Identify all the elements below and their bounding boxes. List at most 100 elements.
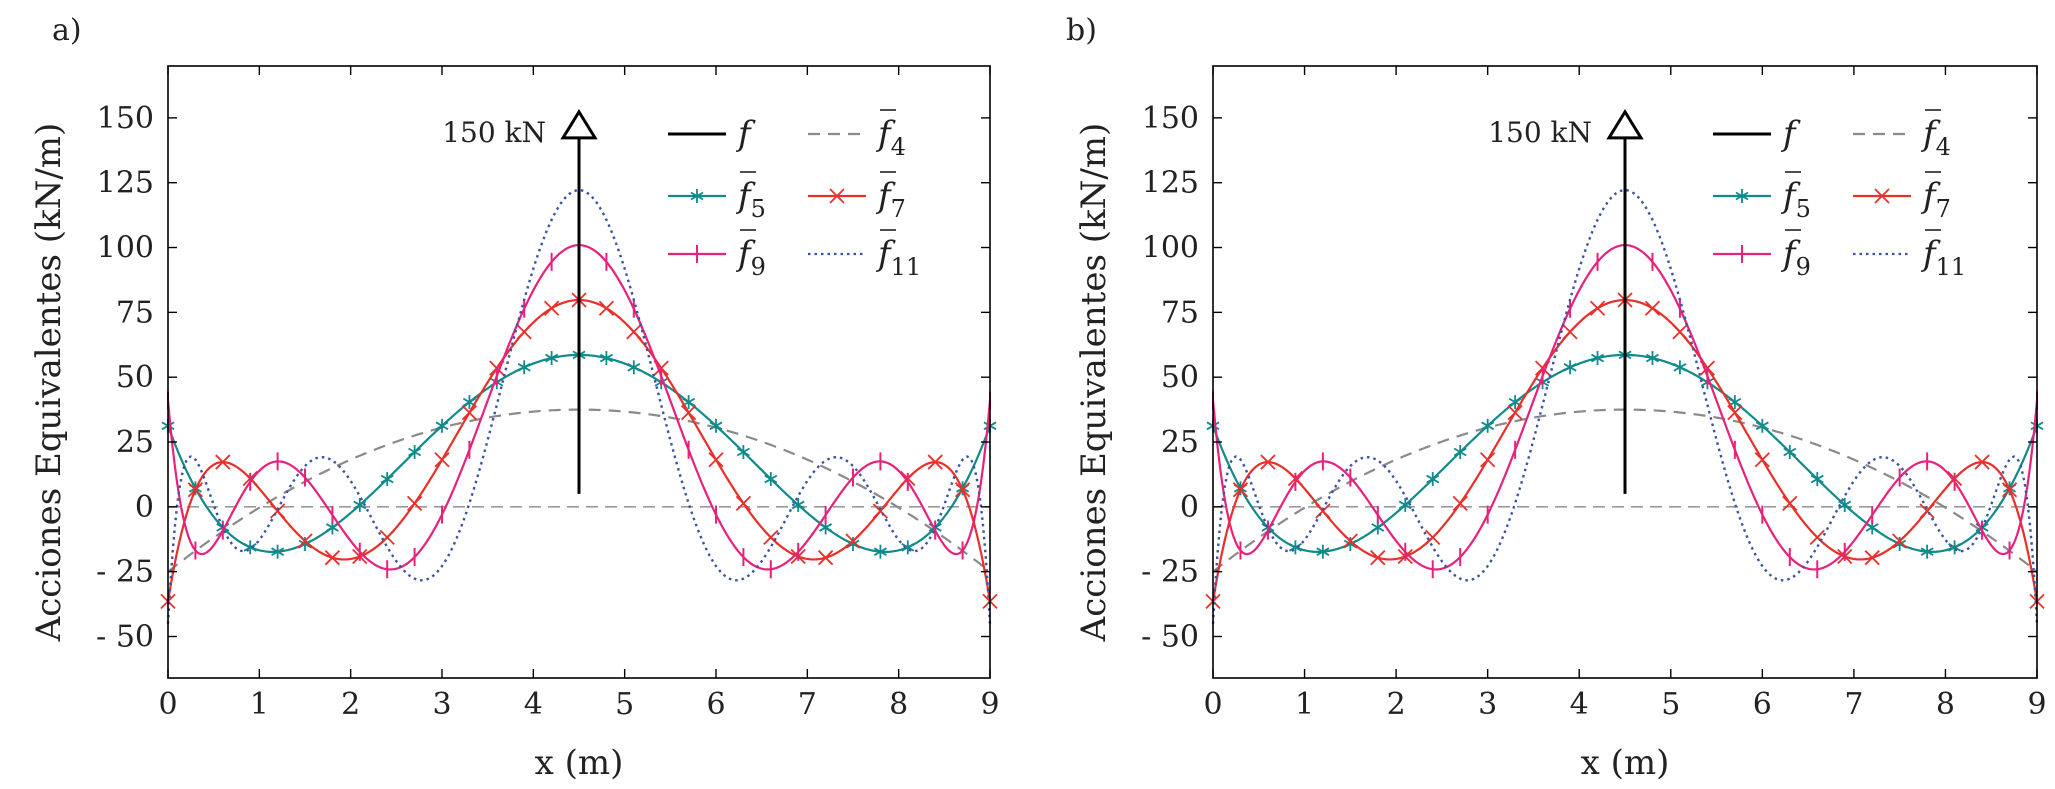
data-point xyxy=(680,404,697,421)
legend-label: f9 xyxy=(735,234,766,281)
data-point xyxy=(954,482,971,498)
x-tick-label: 1 xyxy=(1295,687,1314,722)
y-tick-label: - 25 xyxy=(1141,555,1199,590)
data-point xyxy=(435,418,449,433)
data-point xyxy=(1589,300,1606,316)
data-point xyxy=(1893,536,1907,551)
legend: f f4 f5 f7 f9 f11 xyxy=(668,109,921,281)
legend-entry-f7: f7 xyxy=(808,171,906,223)
legend-entry-f9: f9 xyxy=(668,229,766,281)
y-tick-label: 25 xyxy=(1161,425,1199,460)
y-tick-label: - 25 xyxy=(96,555,154,590)
x-tick-label: 8 xyxy=(1936,687,1955,722)
x-tick-label: 9 xyxy=(2027,687,2046,722)
x-tick-label: 8 xyxy=(889,687,908,722)
legend-entry-f5: f5 xyxy=(668,171,766,223)
point-load-arrow xyxy=(1606,109,1644,494)
data-point xyxy=(1754,452,1770,468)
data-point xyxy=(1260,454,1276,470)
data-point xyxy=(1919,503,1935,519)
data-point xyxy=(846,536,860,551)
data-point xyxy=(791,497,805,512)
data-point xyxy=(709,418,723,433)
data-point xyxy=(901,540,915,555)
y-tick-label: 75 xyxy=(1161,295,1199,330)
data-point xyxy=(1452,495,1468,512)
data-point xyxy=(598,300,615,316)
x-tick-label: 3 xyxy=(432,687,451,722)
data-point xyxy=(1892,533,1908,549)
data-point xyxy=(1974,454,1990,470)
data-point xyxy=(1453,445,1467,460)
data-point xyxy=(1426,472,1440,487)
point-load-label: 150 kN xyxy=(1488,116,1592,149)
data-point xyxy=(380,472,394,487)
series-line-f11 xyxy=(1211,188,2039,624)
panel-label: b) xyxy=(1066,13,1097,48)
data-point xyxy=(243,540,257,555)
data-point xyxy=(1672,324,1688,340)
legend-label: f4 xyxy=(875,114,906,161)
x-tick-label: 0 xyxy=(1203,687,1222,722)
data-point xyxy=(406,495,423,512)
legend-entry-f: f xyxy=(668,114,756,154)
legend-entry-f11: f11 xyxy=(1853,229,1966,281)
data-point xyxy=(545,351,559,366)
series-line-f11 xyxy=(166,188,992,624)
data-point xyxy=(379,529,395,545)
legend-entry-f4: f4 xyxy=(808,109,906,161)
data-point xyxy=(543,300,560,316)
x-tick-label: 2 xyxy=(1387,687,1406,722)
y-tick-label: 0 xyxy=(1180,490,1199,525)
x-tick-label: 7 xyxy=(1844,687,1863,722)
data-point xyxy=(353,497,367,512)
data-point xyxy=(434,452,450,468)
x-axis-label: x (m) xyxy=(535,743,624,783)
x-tick-label: 7 xyxy=(798,687,817,722)
data-point xyxy=(1232,482,1249,498)
data-point xyxy=(1562,324,1578,340)
legend-label: f7 xyxy=(1920,176,1951,223)
axes-frame xyxy=(167,65,991,679)
legend-entry-f11: f11 xyxy=(808,229,921,281)
data-point xyxy=(1645,351,1659,366)
data-point xyxy=(516,324,532,340)
y-tick-label: 150 xyxy=(97,101,154,136)
data-point xyxy=(1783,445,1797,460)
data-point xyxy=(1948,540,1962,555)
y-tick-label: 150 xyxy=(1142,101,1199,136)
data-point xyxy=(1809,529,1825,545)
data-point xyxy=(627,360,641,375)
data-point xyxy=(1782,495,1798,512)
chart-panel-b: b) 150 kN - 50 - 25 0 25 50 75 100 125 150 0 1 2 3 4 5 6 7… xyxy=(1066,13,2047,783)
y-tick-label: 25 xyxy=(116,425,154,460)
x-tick-label: 3 xyxy=(1478,687,1497,722)
axes-frame xyxy=(1212,65,2038,679)
data-point xyxy=(1398,497,1412,512)
x-tick-label: 5 xyxy=(615,687,634,722)
legend-entry-f5: f5 xyxy=(1713,171,1811,223)
x-tick-label: 2 xyxy=(341,687,360,722)
data-point xyxy=(763,529,779,545)
legend-label: f xyxy=(735,114,756,154)
x-tick-label: 0 xyxy=(158,687,177,722)
x-tick-label: 4 xyxy=(1570,687,1589,722)
data-point xyxy=(1838,497,1852,512)
data-point xyxy=(764,472,778,487)
data-point xyxy=(271,544,285,559)
legend: f f4 f5 f7 f9 f11 xyxy=(1713,109,1966,281)
x-tick-label: 1 xyxy=(250,687,269,722)
point-load-label: 150 kN xyxy=(442,116,546,149)
data-point xyxy=(1480,452,1496,468)
data-point xyxy=(1644,300,1661,316)
data-point xyxy=(1727,404,1743,421)
data-point xyxy=(215,454,231,470)
y-tick-label: 0 xyxy=(135,490,154,525)
legend-entry-f7: f7 xyxy=(1853,171,1951,223)
data-point xyxy=(1920,544,1934,559)
data-point xyxy=(1425,529,1441,545)
data-point xyxy=(461,404,478,421)
data-point xyxy=(708,452,724,468)
legend-label: f5 xyxy=(1780,176,1811,223)
